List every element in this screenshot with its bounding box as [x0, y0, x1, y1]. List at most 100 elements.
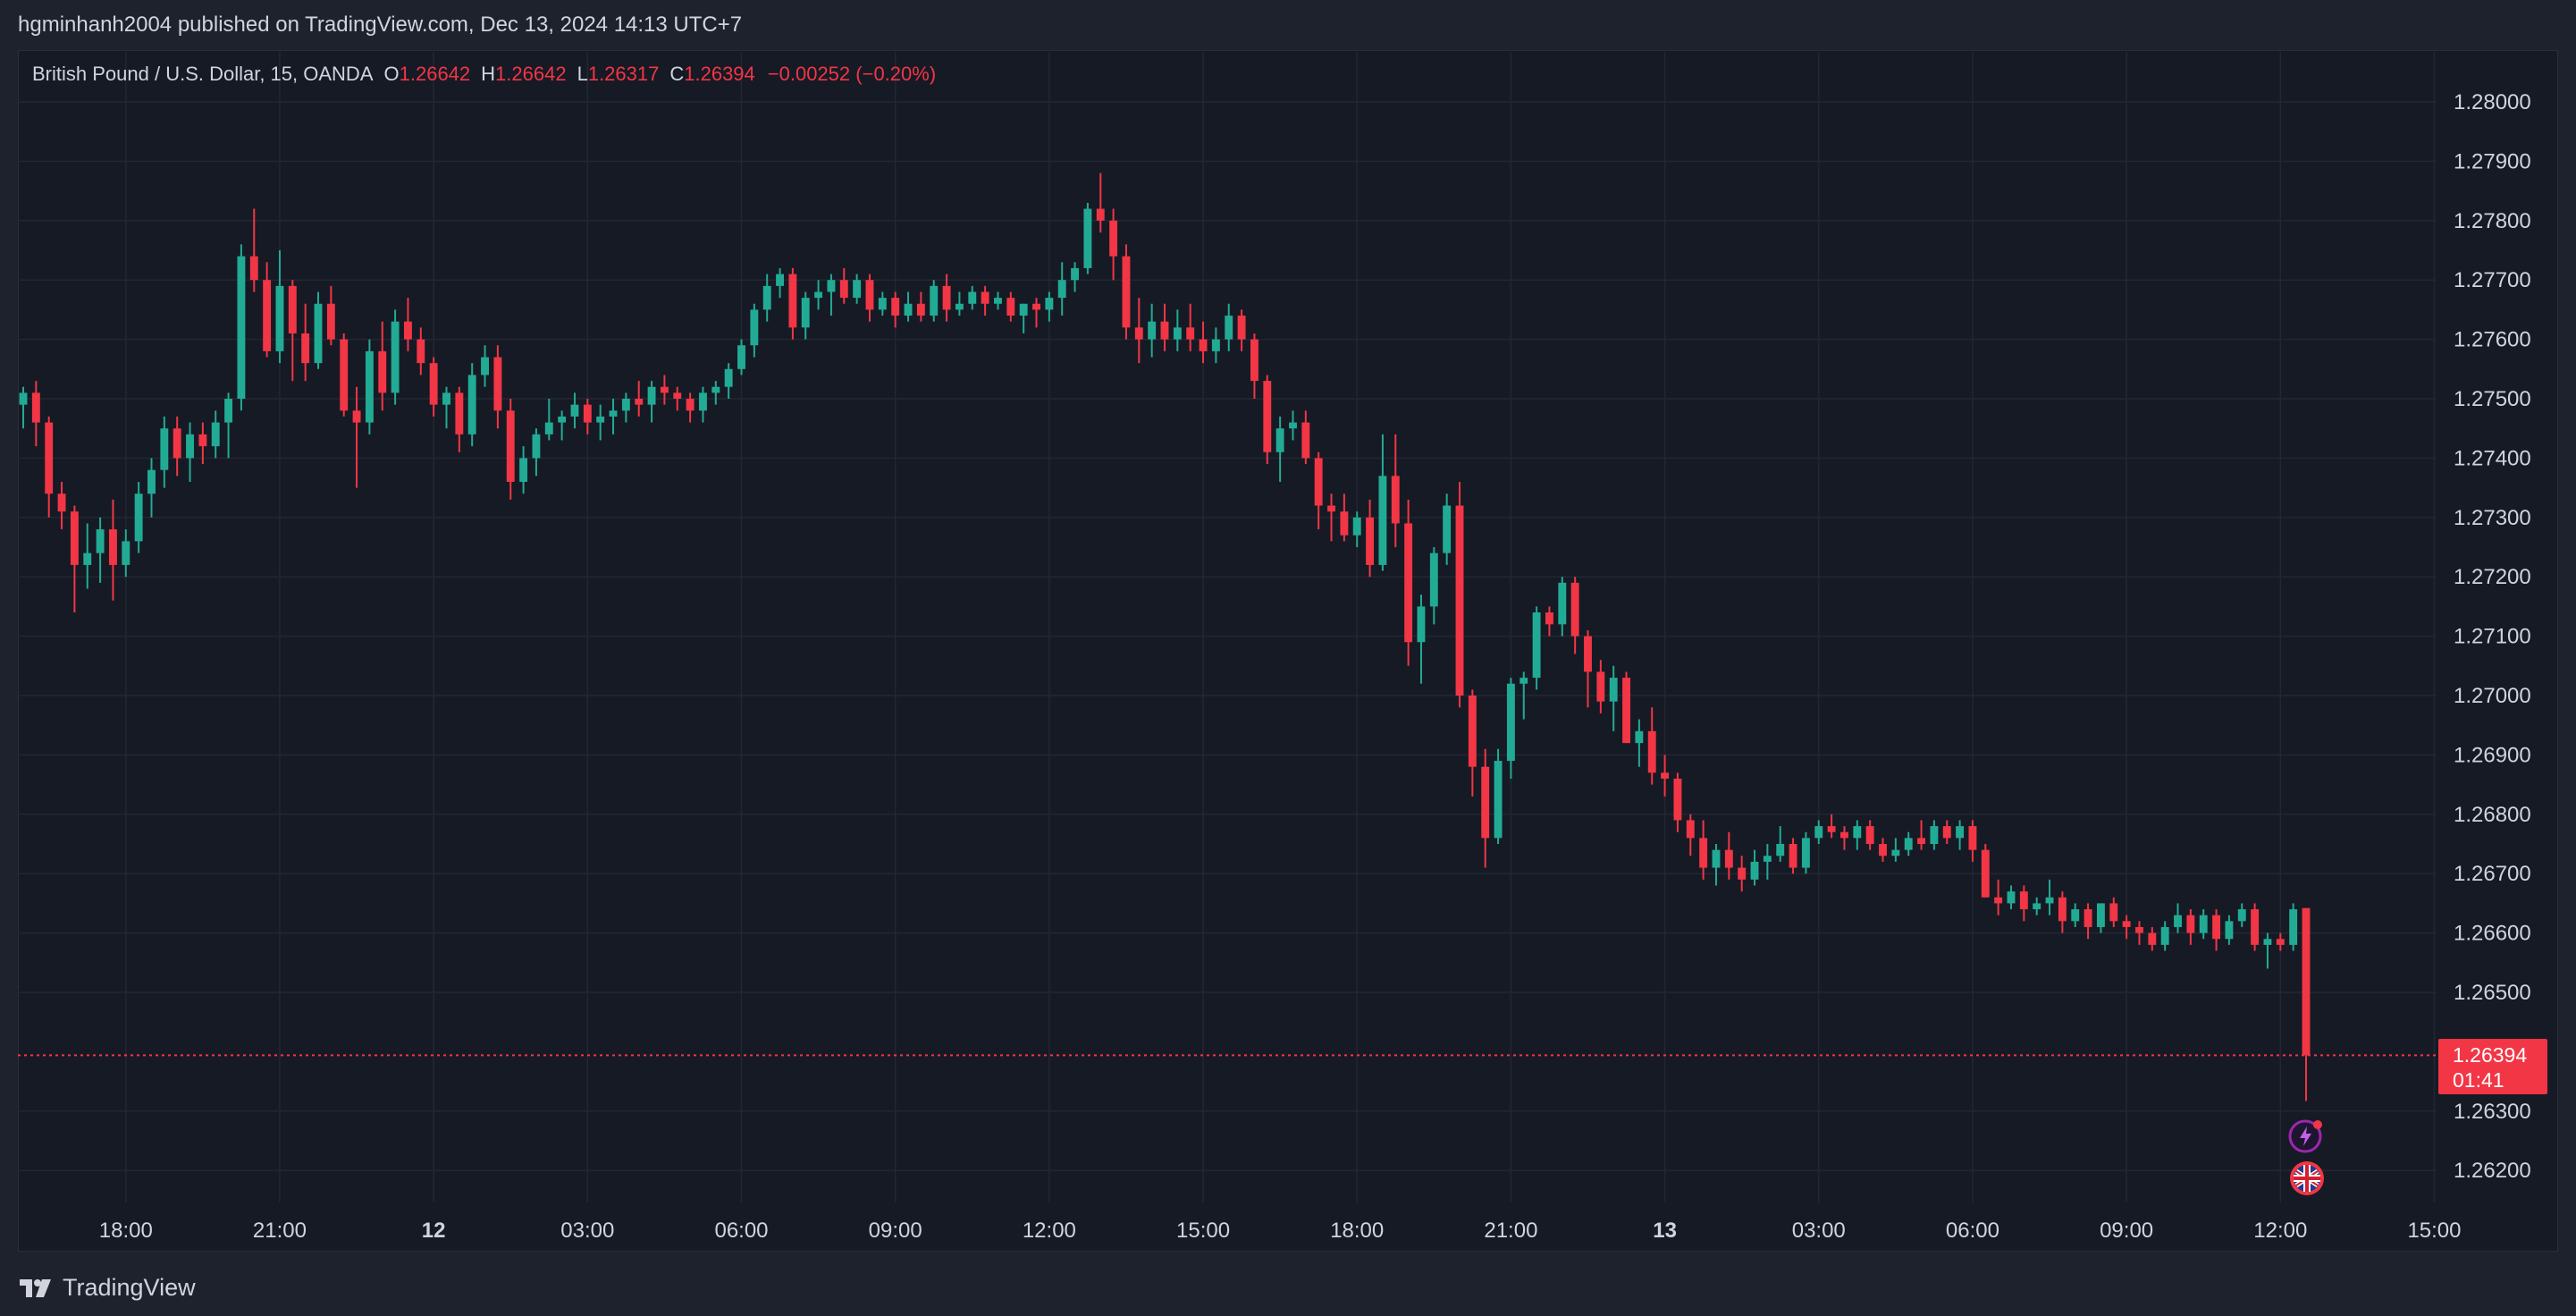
candle-body — [1378, 476, 1387, 565]
candle-body — [801, 298, 810, 328]
candle — [583, 399, 592, 434]
candle — [2199, 909, 2208, 940]
candle-body — [122, 541, 130, 565]
candle — [314, 291, 323, 369]
price-tick-label: 1.26600 — [2454, 922, 2531, 946]
candle-body — [1930, 826, 1939, 844]
candle-body — [2237, 909, 2246, 922]
candle — [2058, 891, 2067, 933]
candle-body — [45, 422, 54, 494]
candle — [1956, 820, 1965, 850]
candle-body — [1263, 381, 1272, 452]
last-price-value: 1.26394 — [2453, 1043, 2528, 1067]
candle — [878, 291, 887, 316]
symbol-legend: British Pound / U.S. Dollar, 15, OANDA O… — [32, 63, 936, 86]
lightning-event-icon[interactable] — [2288, 1117, 2326, 1159]
candle — [2135, 921, 2143, 945]
candle — [1071, 262, 1080, 292]
candle — [96, 517, 105, 583]
candle-body — [621, 399, 630, 411]
candle-body — [301, 333, 310, 364]
candle — [981, 285, 989, 316]
candle-body — [1635, 730, 1644, 744]
candle — [442, 386, 450, 429]
price-tick-label: 1.26200 — [2454, 1159, 2531, 1183]
candle — [122, 529, 130, 578]
time-tick-label: 15:00 — [1176, 1219, 1230, 1243]
candle-body — [1801, 838, 1810, 868]
candle — [1443, 494, 1452, 565]
time-tick-label: 09:00 — [2100, 1219, 2153, 1243]
candle-body — [263, 280, 272, 351]
uk-flag-event-icon[interactable] — [2288, 1160, 2326, 1202]
candle-body — [1545, 612, 1553, 625]
candle-body — [1532, 612, 1541, 679]
candle-body — [19, 392, 28, 405]
candle — [853, 274, 862, 304]
candle — [2007, 885, 2016, 910]
candle — [2084, 903, 2092, 940]
candle — [519, 446, 528, 494]
candle — [1801, 831, 1810, 874]
candle — [2122, 915, 2131, 940]
candle-body — [1917, 838, 1925, 844]
candle — [1083, 202, 1092, 274]
candle-body — [160, 428, 169, 470]
candle-body — [839, 280, 848, 299]
candle-body — [83, 553, 92, 565]
candle-body — [2289, 909, 2298, 945]
footer-brand[interactable]: TradingView — [18, 1270, 196, 1305]
candle-body — [737, 345, 745, 369]
candle-body — [1134, 327, 1143, 340]
chart-panel[interactable] — [18, 50, 2558, 1252]
candle-body — [724, 368, 733, 387]
time-tick-label: 12 — [422, 1219, 446, 1243]
tradingview-logo-icon — [20, 1279, 51, 1297]
candle — [1250, 333, 1259, 399]
candle-body — [2160, 926, 2169, 945]
candle — [1378, 434, 1387, 571]
candle — [2212, 909, 2221, 951]
candle — [2160, 921, 2169, 951]
candle — [1994, 879, 2003, 915]
candle — [750, 303, 759, 358]
change-value: −0.00252 (−0.20%) — [767, 63, 937, 85]
candle-body — [635, 399, 644, 405]
candle — [2019, 885, 2028, 922]
candle-body — [1789, 844, 1797, 868]
candle-body — [288, 285, 297, 333]
candle — [1506, 678, 1515, 779]
candle — [1314, 451, 1323, 530]
candle-body — [968, 291, 977, 304]
candle — [2251, 903, 2260, 951]
candle — [1199, 321, 1208, 364]
candle-body — [853, 280, 862, 299]
candle — [378, 321, 387, 411]
candle — [1942, 820, 1951, 844]
candle-body — [1289, 422, 1297, 429]
candle-body — [1942, 826, 1951, 839]
candle-body — [1520, 678, 1528, 684]
candle-body — [1211, 339, 1220, 351]
time-tick-label: 03:00 — [560, 1219, 614, 1243]
candle — [1481, 748, 1490, 868]
candle-body — [31, 392, 40, 423]
candle — [1301, 410, 1310, 465]
candle-body — [70, 511, 79, 565]
candle-body — [481, 357, 489, 375]
candle-body — [134, 494, 143, 542]
candle-body — [2033, 903, 2041, 910]
candle — [1699, 820, 1708, 880]
candle — [1647, 707, 1656, 785]
time-axis[interactable]: 18:00 21:00 12 03:00 06:00 09:00 12:00 15:00 18:… — [99, 1219, 2462, 1243]
candle-body — [2071, 909, 2080, 922]
candle — [301, 303, 310, 382]
candle-body — [878, 298, 887, 310]
candle — [31, 381, 40, 447]
candle-body — [1109, 220, 1118, 257]
candle-body — [570, 404, 579, 417]
candle — [2186, 909, 2195, 945]
candle-body — [891, 298, 900, 316]
price-axis[interactable]: 1.28000 1.27900 1.27800 1.27700 1.27600 1.275… — [2454, 90, 2531, 1183]
